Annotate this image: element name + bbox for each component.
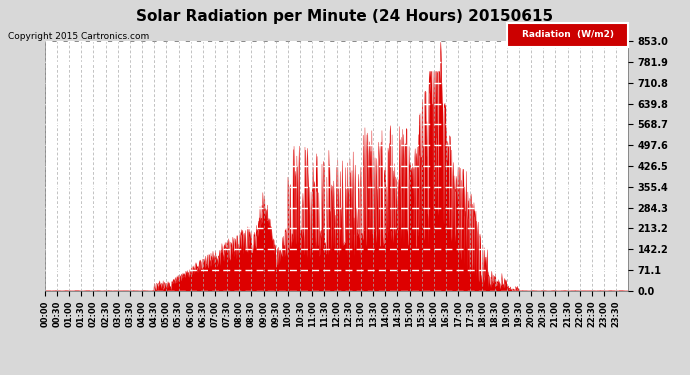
Text: Solar Radiation per Minute (24 Hours) 20150615: Solar Radiation per Minute (24 Hours) 20…: [137, 9, 553, 24]
Text: Copyright 2015 Cartronics.com: Copyright 2015 Cartronics.com: [8, 32, 150, 41]
Text: Radiation  (W/m2): Radiation (W/m2): [522, 30, 613, 39]
